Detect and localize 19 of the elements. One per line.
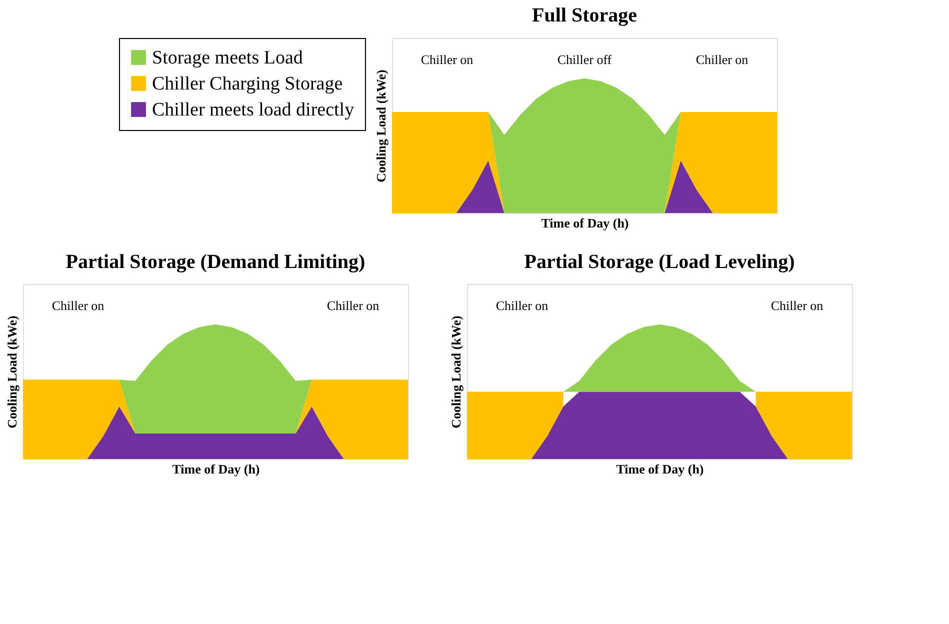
chart-title: Full Storage [532, 4, 638, 26]
text: Chiller on [496, 298, 549, 313]
text: Chiller on [770, 298, 824, 313]
x-axis-title: Time of Day (h) [541, 216, 629, 230]
y-axis-title: Cooling Load (kWe) [4, 316, 20, 428]
legend-label: Chiller meets load directly [152, 100, 355, 120]
y-axis-title: Cooling Load (kWe) [448, 316, 464, 428]
text: Chiller on [326, 298, 380, 313]
text: Chiller on [696, 52, 749, 67]
text: Chiller on [52, 298, 105, 313]
text: Chiller on [420, 52, 474, 67]
chart-title: Partial Storage (Demand Limiting) [66, 251, 366, 273]
x-axis-title: Time of Day (h) [172, 462, 260, 476]
x-axis-title: Time of Day (h) [616, 462, 704, 476]
text: Chiller off [557, 52, 612, 67]
legend-label: Chiller Charging Storage [152, 74, 343, 94]
chart-title: Partial Storage (Load Leveling) [524, 251, 795, 273]
legend-label: Storage meets Load [152, 48, 304, 68]
y-axis-title: Cooling Load (kWe) [374, 70, 388, 182]
